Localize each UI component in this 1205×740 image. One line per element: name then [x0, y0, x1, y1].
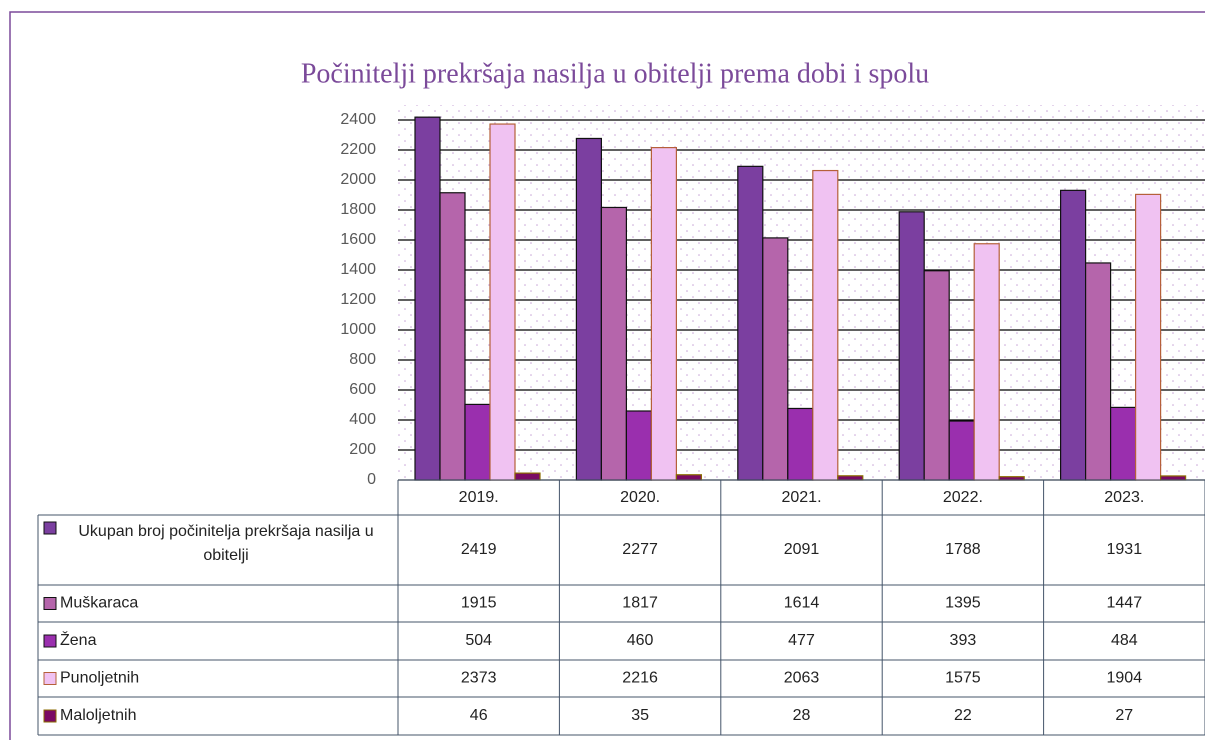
- bar: [650, 147, 678, 481]
- y-tick-label: 1800: [340, 201, 376, 218]
- y-tick-label: 1000: [340, 321, 376, 338]
- y-tick-label: 1600: [340, 231, 376, 248]
- legend-label: Muškaraca: [60, 595, 138, 612]
- table-value: 1904: [1107, 670, 1143, 687]
- legend-label: Žena: [60, 630, 97, 649]
- table-value: 460: [627, 632, 654, 649]
- y-tick-label: 800: [349, 351, 376, 368]
- x-tick-label: 2023.: [1104, 489, 1144, 506]
- table-value: 46: [470, 707, 488, 724]
- bar: [1059, 189, 1087, 481]
- bar: [737, 165, 764, 481]
- bar: [787, 407, 814, 481]
- bar: [600, 206, 628, 481]
- x-tick-label: 2019.: [459, 489, 499, 506]
- legend-label: Ukupan broj počinitelja prekršaja nasilj…: [78, 523, 374, 564]
- legend-swatch: [43, 672, 57, 685]
- bar: [1159, 475, 1187, 481]
- y-tick-label: 600: [349, 381, 376, 398]
- y-tick-label: 2400: [340, 111, 376, 128]
- table-value: 2373: [461, 670, 497, 687]
- bar: [414, 116, 441, 481]
- table-value: 1614: [784, 595, 820, 612]
- legend-label-box: Ukupan broj počinitelja prekršaja nasilj…: [78, 523, 374, 564]
- chart-title: Počinitelji prekršaja nasilja u obitelji…: [301, 58, 929, 89]
- bar: [762, 237, 789, 481]
- table-value: 22: [954, 707, 972, 724]
- legend-label: Punoljetnih: [60, 670, 139, 687]
- legend-swatch: [43, 634, 57, 648]
- table-value: 1817: [622, 595, 658, 612]
- y-tick-label: 1400: [340, 261, 376, 278]
- table-value: 477: [788, 632, 815, 649]
- table-value: 2091: [784, 541, 820, 558]
- table-value: 35: [631, 707, 649, 724]
- legend-swatch: [43, 597, 57, 610]
- table-value: 1395: [945, 595, 981, 612]
- y-tick-label: 1200: [340, 291, 376, 308]
- bar: [575, 137, 603, 481]
- table-value: 1575: [945, 670, 981, 687]
- bar: [464, 403, 491, 481]
- bar: [812, 169, 839, 481]
- table-value: 1915: [461, 595, 497, 612]
- frame: [9, 11, 1205, 740]
- bar: [489, 123, 516, 481]
- table-value: 1788: [945, 541, 981, 558]
- bar: [439, 192, 466, 481]
- table-value: 2277: [622, 541, 658, 558]
- table-value: 27: [1115, 707, 1133, 724]
- table-value: 1931: [1107, 541, 1143, 558]
- table-value: 1447: [1107, 595, 1143, 612]
- legend-label: Maloljetnih: [60, 707, 136, 724]
- table-value: 2216: [622, 670, 658, 687]
- y-tick-label: 2200: [340, 141, 376, 158]
- bar: [898, 211, 925, 481]
- table-value: 484: [1111, 632, 1138, 649]
- bar: [973, 243, 1000, 481]
- x-tick-label: 2021.: [781, 489, 821, 506]
- legend-swatch: [43, 709, 57, 723]
- bar: [1134, 193, 1162, 481]
- x-tick-label: 2022.: [943, 489, 983, 506]
- y-tick-label: 400: [349, 411, 376, 428]
- table-value: 28: [793, 707, 811, 724]
- bar: [948, 420, 975, 481]
- bar: [514, 472, 541, 481]
- table-value: 2063: [784, 670, 820, 687]
- y-tick-label: 200: [349, 441, 376, 458]
- legend-swatch: [43, 521, 57, 535]
- bar: [923, 270, 950, 481]
- bar: [675, 474, 703, 481]
- bar: [837, 475, 864, 481]
- table-value: 2419: [461, 541, 497, 558]
- x-tick-label: 2020.: [620, 489, 660, 506]
- bar: [625, 410, 653, 481]
- y-tick-label: 2000: [340, 171, 376, 188]
- bar: [1109, 406, 1137, 481]
- table-value: 504: [465, 632, 492, 649]
- table-value: 393: [950, 632, 977, 649]
- y-tick-label: 0: [367, 471, 376, 488]
- bar: [1084, 262, 1112, 481]
